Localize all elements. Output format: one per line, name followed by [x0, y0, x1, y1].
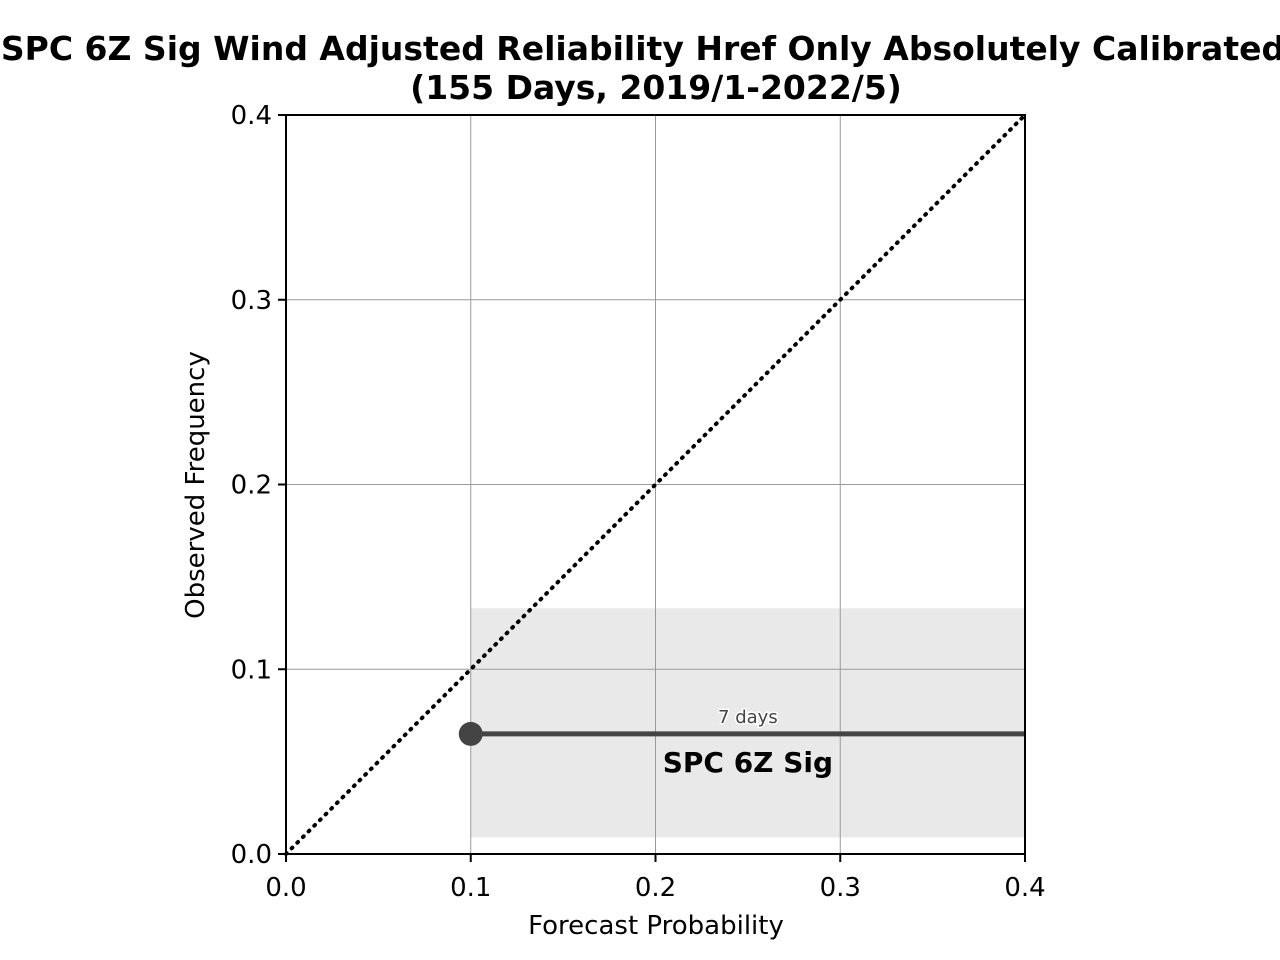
x-tick-label: 0.0 [265, 873, 306, 903]
y-tick-label: 0.2 [231, 471, 272, 501]
days-count-label: 7 days [718, 707, 778, 728]
perfect-reliability-diagonal [284, 113, 1027, 856]
confidence-band-layer [470, 608, 1025, 838]
x-tick-label: 0.4 [1004, 873, 1045, 903]
y-tick-label: 0.1 [231, 655, 272, 685]
y-tick-label: 0.0 [231, 840, 272, 870]
x-tick-label: 0.1 [450, 873, 491, 903]
y-tick-label: 0.3 [231, 286, 272, 316]
chart-subtitle: (155 Days, 2019/1-2022/5) [410, 68, 902, 107]
x-tick-label: 0.3 [820, 873, 861, 903]
chart-title: SPC 6Z Sig Wind Adjusted Reliability Hre… [1, 29, 1280, 68]
series-point [458, 721, 483, 746]
tick-layer: 0.0 0.1 0.2 0.3 0.4 0.0 0.1 0.2 0.3 0.4 [231, 101, 1046, 903]
series-name-label: SPC 6Z Sig [663, 746, 833, 779]
confidence-band [470, 608, 1025, 838]
x-axis-label: Forecast Probability [528, 911, 784, 941]
y-axis-label: Observed Frequency [181, 351, 211, 619]
y-tick-label: 0.4 [231, 101, 272, 131]
series-layer: 7 days SPC 6Z Sig [458, 705, 1025, 779]
reference-line-layer [284, 113, 1027, 856]
x-tick-label: 0.2 [635, 873, 676, 903]
